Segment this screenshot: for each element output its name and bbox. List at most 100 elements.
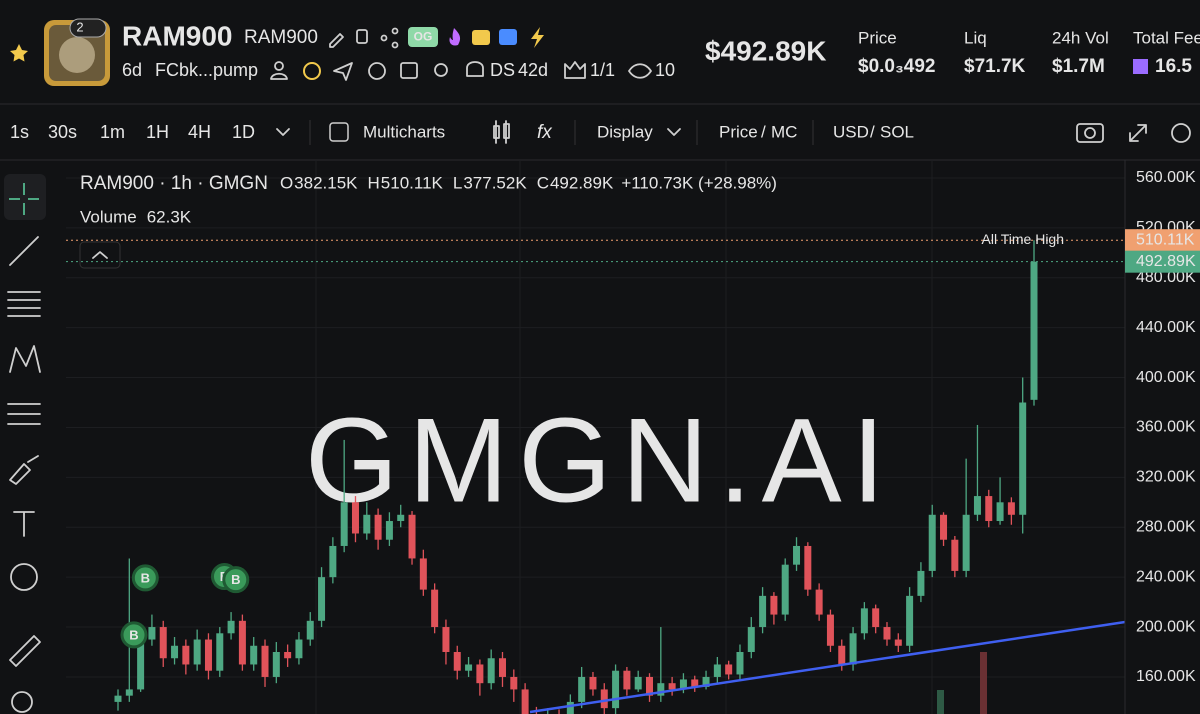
display-dropdown[interactable] <box>667 128 681 136</box>
interval-button[interactable]: 4H <box>188 122 211 142</box>
candle-body <box>566 701 574 714</box>
screenshot-icon[interactable] <box>1076 123 1104 143</box>
candle-body <box>510 676 518 690</box>
interval-button[interactable]: 1H <box>146 122 169 142</box>
candle-body <box>521 689 529 714</box>
sol-toggle[interactable]: SOL <box>880 122 914 141</box>
multicharts-label[interactable]: Multicharts <box>363 122 445 141</box>
crosshair-tool[interactable] <box>9 183 39 215</box>
y-tick-label: 280.00K <box>1136 518 1196 535</box>
interval-button[interactable]: 30s <box>48 122 77 142</box>
candle-body <box>612 670 620 709</box>
pattern-tool[interactable] <box>9 345 41 373</box>
buy-marker[interactable] <box>131 564 159 592</box>
legend-change: +110.73K (+28.98%) <box>621 173 777 192</box>
og-label: OG <box>414 30 433 44</box>
interval-dropdown[interactable] <box>276 128 290 136</box>
collapse-icon[interactable] <box>92 251 108 259</box>
interval-button[interactable]: 1D <box>232 122 255 142</box>
candle-body <box>985 496 993 522</box>
candle-body <box>668 683 676 690</box>
fib-tool[interactable] <box>7 291 41 317</box>
candle-body <box>849 633 857 665</box>
y-tick-label: 200.00K <box>1136 618 1196 635</box>
legend-key: C <box>537 173 549 192</box>
line-tool[interactable] <box>9 236 39 266</box>
interval-button[interactable]: 1s <box>10 122 29 142</box>
brush-tool[interactable] <box>9 455 39 485</box>
ds-icon[interactable] <box>466 61 484 77</box>
settings-icon[interactable] <box>1171 123 1191 143</box>
badge-count: 2 <box>76 19 83 34</box>
stat-value: $1.7M <box>1052 56 1105 77</box>
chart-legend: RAM900 · 1h · GMGN O 382.15K H 510.11K L 377.5… <box>80 173 777 226</box>
candle-body <box>951 539 959 571</box>
holder-icon[interactable] <box>270 61 288 80</box>
candle-body <box>589 676 597 690</box>
candle-body <box>182 645 190 665</box>
usd-toggle[interactable]: USD <box>833 122 869 141</box>
drawing-tools <box>4 174 46 713</box>
copy-icon[interactable] <box>356 29 368 44</box>
candle-body <box>725 664 733 675</box>
multicharts-checkbox[interactable] <box>329 122 349 142</box>
candle-body <box>114 695 122 702</box>
note-icon[interactable] <box>400 62 418 79</box>
candle-body <box>962 514 970 571</box>
zoom-tool[interactable] <box>11 691 33 713</box>
interval-bar: 1s 30s 1m 1H 4H 1D <box>10 122 255 142</box>
emoji-tool[interactable] <box>10 563 38 591</box>
text-tool[interactable] <box>13 511 35 537</box>
price-tag-label: 492.89K <box>1136 253 1196 270</box>
collapse-button[interactable] <box>79 241 121 269</box>
y-tick-label: 480.00K <box>1136 269 1196 286</box>
fullscreen-icon[interactable] <box>1129 124 1147 142</box>
candle-body <box>193 639 201 665</box>
candle-body <box>646 676 654 696</box>
web-icon[interactable] <box>368 62 386 80</box>
candle-body <box>940 514 948 540</box>
candle-body <box>634 676 642 690</box>
chart-icon <box>499 29 517 45</box>
search-icon[interactable] <box>434 63 448 77</box>
buy-marker[interactable] <box>120 621 148 649</box>
candle-body <box>465 664 473 671</box>
y-tick-label: 560.00K <box>1136 169 1196 186</box>
mc-toggle[interactable]: MC <box>771 122 797 141</box>
token-symbol: RAM900 <box>244 27 318 48</box>
og-badge <box>408 27 438 47</box>
candle-body <box>679 679 687 690</box>
prediction-tool[interactable] <box>7 403 41 425</box>
interval-button[interactable]: 1m <box>100 122 125 142</box>
candle-body <box>747 627 755 653</box>
indicator-icon[interactable]: fx <box>537 122 553 143</box>
display-label[interactable]: Display <box>597 122 653 141</box>
candle-body <box>431 589 439 628</box>
candle-body <box>261 645 269 677</box>
candle-body <box>476 664 484 684</box>
candle-body <box>397 514 405 522</box>
candle-body <box>385 521 393 540</box>
price-toggle[interactable]: Price <box>719 122 758 141</box>
eye-icon <box>628 63 652 79</box>
telegram-icon[interactable] <box>333 62 353 81</box>
candle-body <box>250 645 258 665</box>
candle-body <box>702 676 710 687</box>
contract-address[interactable]: FCbk...pump <box>155 60 258 80</box>
buy-marker[interactable] <box>222 566 250 594</box>
measure-tool[interactable] <box>9 635 41 667</box>
edit-icon[interactable] <box>329 33 344 48</box>
stat-label: Liq <box>964 28 987 47</box>
favorite-star[interactable] <box>10 44 28 62</box>
candle-body <box>159 627 167 659</box>
candle-body <box>860 608 868 634</box>
trend-line[interactable] <box>529 620 1126 714</box>
y-tick-label: 320.00K <box>1136 469 1196 486</box>
price-tag <box>1125 250 1200 273</box>
share-icon[interactable] <box>380 27 399 49</box>
slash: / <box>761 122 766 141</box>
legend-value: 377.52K <box>463 173 527 192</box>
warning-icon[interactable] <box>303 62 321 80</box>
candles <box>114 240 1038 714</box>
candle-type-icon[interactable] <box>493 120 510 144</box>
